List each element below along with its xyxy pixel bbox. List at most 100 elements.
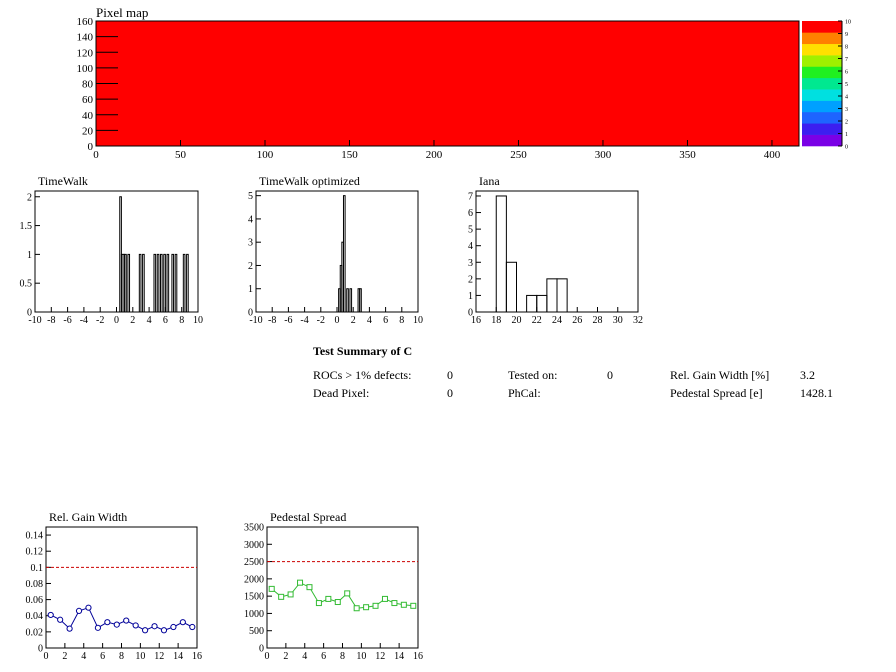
plot-title: TimeWalk optimized	[259, 174, 360, 188]
data-point	[151, 623, 158, 630]
x-tick-label: 0	[44, 651, 49, 662]
palette-label: 2	[845, 120, 848, 126]
data-point	[297, 579, 304, 586]
data-point	[123, 617, 130, 624]
pixel-map-y-tick-label: 0	[88, 141, 94, 153]
tested-on-label: Tested on:	[508, 368, 558, 382]
y-tick-label: 1000	[244, 609, 264, 620]
x-tick-label: 16	[471, 315, 481, 326]
data-point	[47, 611, 54, 619]
data-point	[372, 602, 379, 609]
x-tick-label: 2	[351, 315, 356, 326]
x-tick-label: 2	[62, 651, 67, 662]
x-tick-label: -6	[284, 315, 292, 326]
y-tick-label: 3	[248, 238, 253, 249]
x-tick-label: 4	[302, 651, 307, 662]
pixel-map-x-tick-label: 200	[426, 149, 443, 161]
x-tick-label: 18	[491, 315, 501, 326]
x-tick-label: 0	[335, 315, 340, 326]
y-tick-label: 1	[468, 291, 473, 302]
x-tick-label: 32	[633, 315, 643, 326]
palette-label: 4	[845, 95, 848, 101]
data-point	[278, 593, 285, 600]
pixel-map-x-tick-label: 250	[510, 149, 527, 161]
x-tick-label: 4	[147, 315, 152, 326]
pedestal-spread-label: Pedestal Spread [e]	[670, 386, 763, 400]
x-tick-label: 10	[193, 315, 203, 326]
histogram-bin	[505, 261, 517, 313]
histogram-bin	[171, 253, 175, 313]
x-tick-label: 6	[100, 651, 105, 662]
histogram-bin	[160, 253, 163, 313]
y-tick-label: 0	[38, 644, 43, 655]
x-tick-label: 10	[135, 651, 145, 662]
y-tick-label: 2	[468, 274, 473, 285]
x-tick-label: -10	[249, 315, 262, 326]
x-tick-label: 30	[613, 315, 623, 326]
pixel-map-x-tick-label: 350	[679, 149, 696, 161]
data-point	[391, 600, 398, 607]
x-tick-label: 0	[114, 315, 119, 326]
histogram-bin	[182, 253, 186, 313]
data-point	[268, 585, 275, 592]
x-tick-label: 26	[572, 315, 582, 326]
series-line	[271, 582, 414, 609]
data-point	[141, 627, 149, 634]
plot-title: Iana	[479, 174, 500, 188]
pedestal-spread-value: 1428.1	[800, 386, 833, 400]
pixel-map-y-tick-label: 20	[82, 125, 94, 137]
y-tick-label: 0.04	[26, 611, 44, 622]
pixel-map-fill	[96, 21, 799, 146]
data-point	[160, 627, 168, 634]
gain-width-value: 3.2	[800, 368, 815, 382]
palette-swatch	[802, 100, 842, 113]
y-tick-label: 0	[248, 308, 253, 319]
palette-swatch	[802, 43, 842, 56]
y-tick-label: 0.1	[31, 563, 44, 574]
histogram-bin	[138, 253, 142, 313]
tested-on-value: 0	[607, 368, 613, 382]
x-tick-label: -10	[28, 315, 41, 326]
x-tick-label: 4	[81, 651, 86, 662]
palette-swatch	[802, 89, 842, 101]
data-point	[94, 624, 102, 631]
x-tick-label: 20	[512, 315, 522, 326]
y-tick-label: 3500	[244, 523, 264, 534]
palette-swatch	[802, 77, 842, 90]
palette-swatch	[802, 111, 842, 124]
y-tick-label: 4	[468, 241, 473, 252]
y-tick-label: 0.12	[26, 547, 44, 558]
palette-label: 5	[845, 82, 848, 88]
data-point	[179, 619, 186, 626]
y-tick-label: 0	[259, 644, 264, 655]
histogram-bin	[163, 253, 166, 313]
plot-frame	[255, 190, 419, 313]
histogram-bin	[156, 253, 160, 313]
x-tick-label: 4	[367, 315, 372, 326]
x-tick-label: 28	[593, 315, 603, 326]
y-tick-label: 5	[468, 225, 473, 236]
palette-swatch	[802, 123, 842, 135]
palette-label: 0	[845, 145, 848, 151]
plot-frame	[34, 190, 199, 313]
x-tick-label: 2	[130, 315, 135, 326]
palette-swatch	[802, 21, 842, 33]
plot-title: TimeWalk	[38, 174, 88, 188]
palette-swatch	[802, 55, 842, 67]
histogram-bin	[556, 278, 568, 313]
x-tick-label: 12	[154, 651, 164, 662]
pixel-map-x-tick-label: 50	[175, 149, 187, 161]
palette-label: 8	[845, 45, 848, 51]
pedestal-spread-plot: Pedestal Spread 0 2 4 6 8 10 12 14 16 0 500 1000 1500…	[244, 510, 423, 662]
pixel-map-y-tick-label: 100	[77, 63, 94, 75]
data-point	[410, 602, 417, 609]
x-tick-label: 8	[399, 315, 404, 326]
pixel-map-x-tick-label: 400	[764, 149, 781, 161]
x-tick-label: 16	[192, 651, 202, 662]
gain-width-label: Rel. Gain Width [%]	[670, 368, 770, 382]
histogram-bin	[142, 253, 145, 313]
data-point	[363, 604, 370, 611]
timewalk-plot: TimeWalk-10 -8 -6 -4 -2 0 2 4 6 8 1000.511.52	[20, 174, 204, 326]
y-tick-label: 4	[248, 214, 253, 225]
y-tick-label: 0.14	[26, 531, 44, 542]
